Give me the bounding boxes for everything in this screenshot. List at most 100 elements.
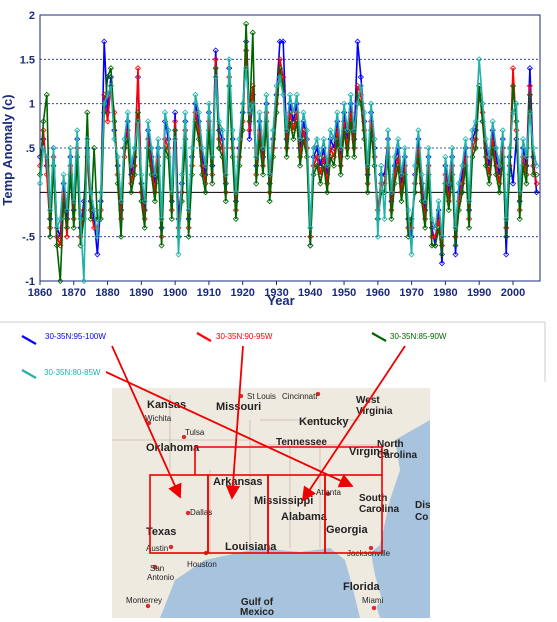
data-point (300, 109, 307, 116)
arrow-85-90w (302, 345, 406, 502)
city-label: San Antonio (147, 564, 175, 582)
data-point (57, 215, 64, 222)
data-point (219, 127, 226, 134)
state-label: Mississippi (254, 495, 313, 507)
city-marker: Cincinnati (282, 391, 321, 401)
data-point (192, 91, 199, 98)
data-point (351, 153, 358, 160)
data-point (327, 127, 334, 134)
data-point (405, 207, 412, 214)
data-point (212, 74, 219, 81)
data-point (216, 144, 223, 152)
data-point (172, 118, 179, 125)
data-point (128, 162, 135, 169)
data-point (337, 171, 344, 178)
data-point (317, 180, 324, 187)
data-point (442, 153, 449, 160)
data-point (452, 251, 459, 258)
data-point (516, 215, 523, 222)
data-point (449, 144, 456, 152)
data-point (266, 171, 273, 178)
data-point (445, 180, 452, 187)
data-point (165, 127, 172, 134)
data-point (472, 144, 479, 152)
data-point (121, 136, 128, 143)
data-point (361, 109, 368, 116)
data-point (131, 144, 138, 152)
data-point (222, 171, 229, 178)
data-point (158, 242, 165, 249)
y-axis-title: Temp Anomaly (c) (0, 94, 15, 205)
city-label: Monterrey (126, 596, 162, 605)
data-point (344, 127, 351, 134)
state-label: Kansas (147, 399, 186, 411)
data-point (212, 47, 219, 54)
data-point (36, 180, 44, 187)
data-point (493, 144, 500, 152)
data-point (246, 109, 253, 116)
data-point (297, 136, 304, 143)
data-point (357, 82, 364, 89)
legend-swatch (196, 332, 212, 342)
data-point (388, 215, 395, 222)
data-point (70, 198, 77, 205)
data-point (175, 251, 182, 258)
data-point (276, 65, 283, 72)
city-label: Houston (187, 560, 217, 569)
legend-item: 30-35N:85-90W (371, 332, 447, 342)
data-point (533, 180, 540, 187)
data-point (283, 153, 290, 160)
data-point (364, 189, 371, 196)
data-point (469, 127, 476, 134)
state-label: Virginia (349, 446, 390, 458)
x-tick-label: 2000 (501, 287, 525, 299)
data-point (523, 153, 530, 160)
data-point (84, 109, 91, 116)
data-point (212, 65, 219, 72)
data-point (141, 224, 148, 231)
data-point (344, 153, 351, 160)
series-line (39, 59, 538, 282)
state-label: Louisiana (225, 541, 277, 553)
data-point (151, 198, 158, 205)
data-point (131, 171, 138, 178)
data-point (151, 171, 158, 178)
data-point (503, 215, 510, 222)
data-point (526, 109, 533, 116)
data-point (415, 127, 422, 134)
y-tick-label: 1.5 (20, 54, 35, 66)
data-point (246, 127, 253, 134)
city-dot (371, 605, 377, 611)
city-marker: Tulsa (181, 428, 205, 440)
data-point (40, 144, 47, 152)
data-point (330, 136, 337, 143)
city-dot (185, 510, 191, 516)
data-point (172, 127, 179, 134)
data-point (422, 224, 429, 231)
data-point (280, 38, 287, 45)
data-point (229, 127, 236, 134)
data-point (185, 233, 192, 240)
data-point (253, 180, 260, 187)
data-point (107, 65, 114, 72)
data-point (324, 162, 331, 169)
data-point (452, 224, 459, 231)
data-point (111, 136, 118, 143)
data-point (415, 136, 422, 143)
data-point (50, 144, 57, 152)
data-point (486, 180, 493, 187)
data-point (236, 136, 243, 143)
data-point (63, 233, 71, 240)
y-tick-label: .5 (26, 143, 35, 155)
data-point (303, 127, 310, 134)
data-point (526, 82, 533, 89)
data-point (158, 215, 165, 222)
legend-label: 30-35N:80-85W (44, 368, 101, 377)
x-tick-label: 1870 (62, 287, 86, 299)
data-point (199, 171, 206, 178)
state-label: Georgia (326, 524, 368, 536)
data-point (202, 189, 209, 196)
data-point (347, 91, 354, 98)
data-point (249, 29, 256, 36)
